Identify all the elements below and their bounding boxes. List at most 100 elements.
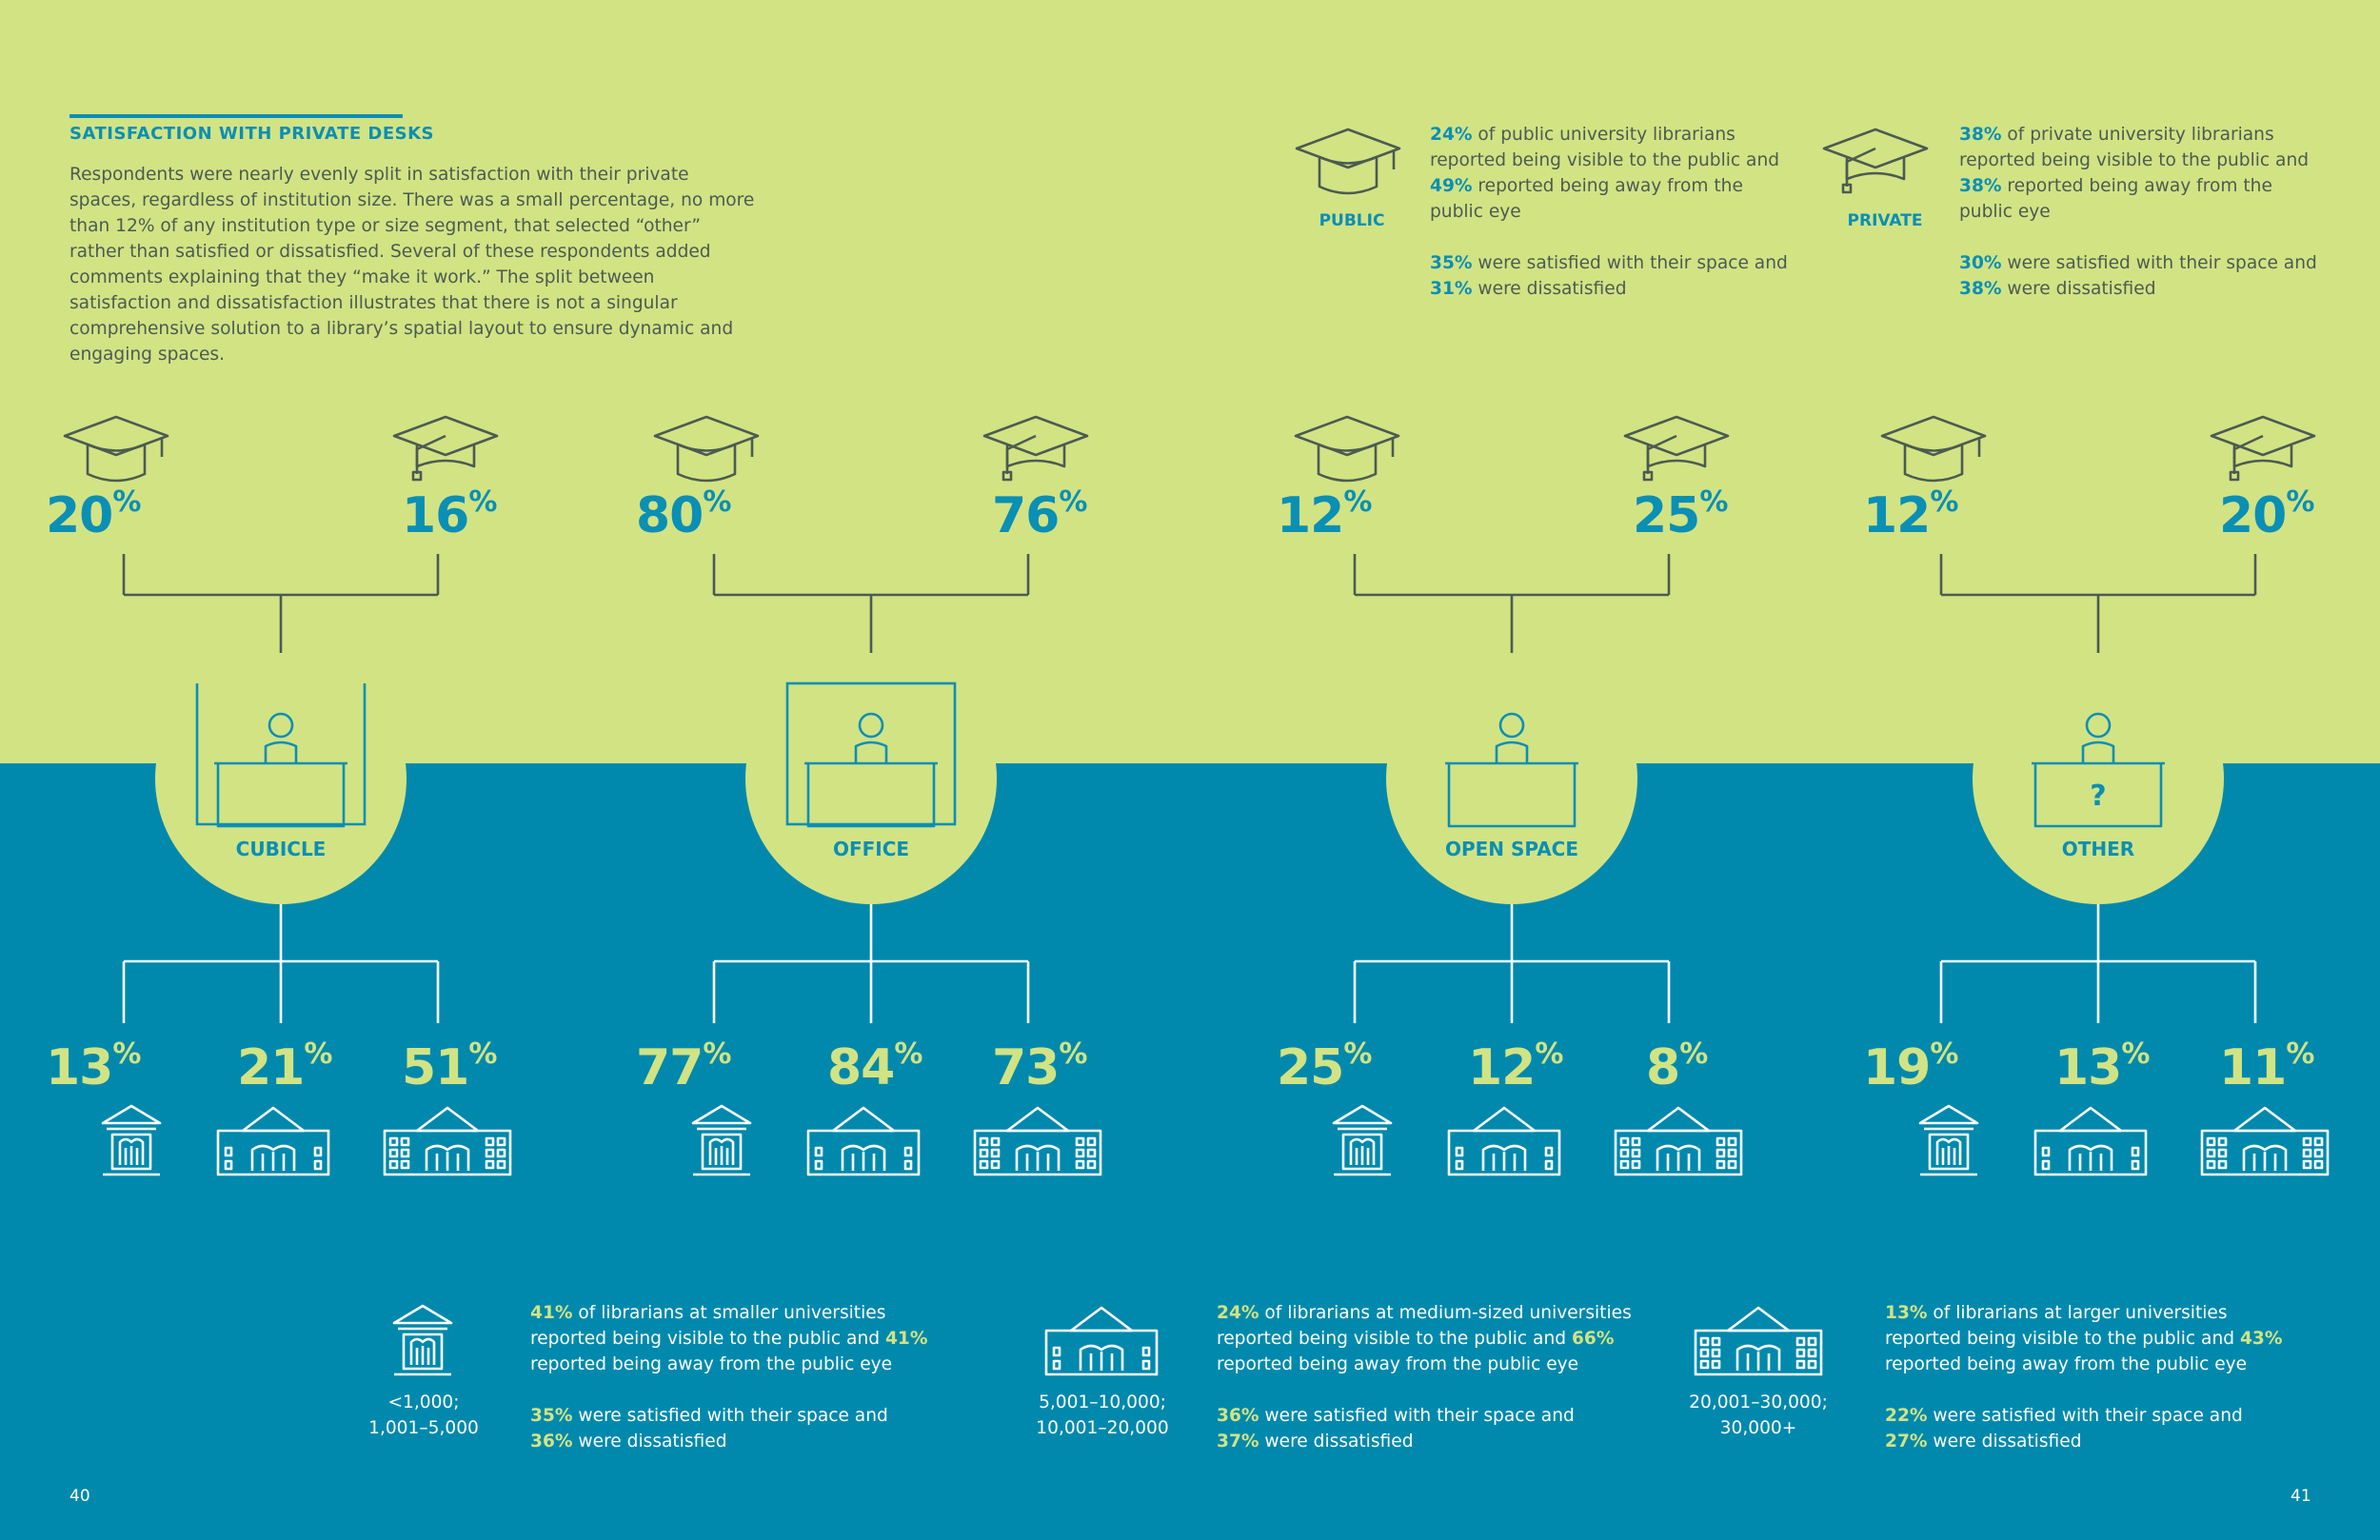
other-small-building-icon	[1918, 1104, 1979, 1176]
office-small-pct: 77%	[636, 1037, 731, 1096]
other-medium-pct: 13%	[2054, 1037, 2150, 1096]
open-space-small-building-icon	[1332, 1104, 1393, 1176]
office-large-pct-percent-sign: %	[1059, 1037, 1087, 1071]
large-size-range: 20,001–30,000; 30,000+	[1689, 1392, 1828, 1438]
page-number-right: 41	[2291, 1487, 2311, 1506]
cubicle-private-pct-percent-sign: %	[468, 485, 497, 519]
open-space-badge	[1386, 653, 1637, 904]
other-medium-pct-percent-sign: %	[2121, 1037, 2150, 1071]
cubicle-large-building-icon	[383, 1106, 512, 1176]
other-private-pct-value: 20	[2219, 487, 2287, 544]
medium-size-summary: 24% of librarians at medium-sized univer…	[1217, 1303, 1632, 1451]
cubicle-small-pct: 13%	[46, 1037, 141, 1096]
office-private-pct-percent-sign: %	[1059, 485, 1087, 519]
open-space-public-pct: 12%	[1277, 485, 1372, 544]
top-panel	[0, 0, 2380, 763]
other-badge	[1973, 653, 2224, 904]
office-medium-pct-value: 84	[827, 1039, 895, 1096]
open-space-public-pct-value: 12	[1277, 487, 1344, 544]
office-small-building-icon	[691, 1104, 752, 1176]
open-space-small-pct: 25%	[1277, 1037, 1372, 1096]
other-private-pct: 20%	[2219, 485, 2314, 544]
office-public-cap-icon	[653, 415, 760, 483]
office-label: OFFICE	[832, 838, 910, 860]
other-small-pct-value: 19	[1863, 1039, 1931, 1096]
office-large-pct: 73%	[992, 1037, 1087, 1096]
office-private-cap-icon	[982, 415, 1089, 482]
other-private-pct-percent-sign: %	[2286, 485, 2314, 519]
cubicle-public-cap-icon	[63, 415, 169, 483]
open-space-small-pct-value: 25	[1277, 1039, 1344, 1096]
public-summary: 24% of public university librarians repo…	[1430, 125, 1788, 299]
cubicle-medium-pct: 21%	[237, 1037, 332, 1096]
office-small-pct-value: 77	[636, 1039, 704, 1096]
open-space-private-pct-percent-sign: %	[1699, 485, 1728, 519]
cubicle-medium-pct-percent-sign: %	[304, 1037, 332, 1071]
office-public-pct-percent-sign: %	[703, 485, 731, 519]
cubicle-small-building-icon	[101, 1104, 162, 1176]
other-large-pct-value: 11	[2219, 1039, 2287, 1096]
open-space-medium-building-icon	[1447, 1106, 1561, 1176]
private-summary: 38% of private university librarians rep…	[1959, 125, 2317, 299]
other-public-cap-icon	[1880, 415, 1987, 483]
intro-title: SATISFACTION WITH PRIVATE DESKS	[69, 124, 435, 144]
office-medium-pct: 84%	[827, 1037, 922, 1096]
cubicle-large-pct: 51%	[402, 1037, 497, 1096]
other-medium-building-icon	[2033, 1106, 2148, 1176]
cubicle-large-pct-percent-sign: %	[468, 1037, 497, 1071]
cubicle-label: CUBICLE	[235, 838, 327, 860]
other-public-pct-value: 12	[1863, 487, 1931, 544]
cubicle-public-pct: 20%	[46, 485, 141, 544]
other-small-pct-percent-sign: %	[1930, 1037, 1958, 1071]
cubicle-small-pct-value: 13	[46, 1039, 113, 1096]
office-small-pct-percent-sign: %	[703, 1037, 731, 1071]
open-space-medium-pct-value: 12	[1468, 1039, 1536, 1096]
cubicle-badge	[155, 653, 407, 904]
cubicle-cubicle-walls	[195, 683, 367, 826]
other-public-pct-percent-sign: %	[1930, 485, 1958, 519]
other-label: OTHER	[2061, 838, 2135, 860]
office-private-pct-value: 76	[992, 487, 1060, 544]
open-space-private-pct: 25%	[1633, 485, 1728, 544]
open-space-private-pct-value: 25	[1633, 487, 1700, 544]
office-medium-building-icon	[806, 1106, 921, 1176]
public-summary-cap-icon	[1295, 128, 1401, 195]
office-large-pct-value: 73	[992, 1039, 1060, 1096]
small-size-summary: 41% of librarians at smaller universitie…	[530, 1303, 928, 1451]
other-large-building-icon	[2200, 1106, 2330, 1176]
office-medium-pct-percent-sign: %	[894, 1037, 922, 1071]
intro-body: Respondents were nearly evenly split in …	[69, 165, 755, 365]
cubicle-small-pct-percent-sign: %	[112, 1037, 141, 1071]
cubicle-medium-building-icon	[216, 1106, 330, 1176]
small-size-range: <1,000; 1,001–5,000	[368, 1392, 479, 1438]
office-public-pct-value: 80	[636, 487, 704, 544]
other-large-pct: 11%	[2219, 1037, 2314, 1096]
medium-building-icon	[1044, 1306, 1159, 1376]
open-space-small-pct-percent-sign: %	[1343, 1037, 1372, 1071]
public-caption: PUBLIC	[1319, 211, 1385, 230]
cubicle-public-pct-percent-sign: %	[112, 485, 141, 519]
office-public-pct: 80%	[636, 485, 731, 544]
other-medium-pct-value: 13	[2054, 1039, 2122, 1096]
open-space-label: OPEN SPACE	[1444, 838, 1579, 860]
page-number-left: 40	[69, 1487, 90, 1506]
open-space-medium-pct: 12%	[1468, 1037, 1563, 1096]
office-private-pct: 76%	[992, 485, 1087, 544]
cubicle-public-pct-value: 20	[46, 487, 113, 544]
cubicle-large-pct-value: 51	[402, 1039, 469, 1096]
large-building-icon	[1694, 1306, 1823, 1376]
other-small-pct: 19%	[1863, 1037, 1958, 1096]
private-summary-cap-icon	[1822, 128, 1929, 194]
office-badge	[745, 653, 997, 904]
other-public-pct: 12%	[1863, 485, 1958, 544]
cubicle-private-pct-value: 16	[402, 487, 469, 544]
open-space-medium-pct-percent-sign: %	[1535, 1037, 1563, 1071]
private-caption: PRIVATE	[1847, 211, 1923, 230]
small-building-icon	[392, 1304, 453, 1376]
open-space-private-cap-icon	[1623, 415, 1730, 482]
other-large-pct-percent-sign: %	[2286, 1037, 2314, 1071]
intro-rule	[69, 114, 403, 118]
office-office-walls	[785, 681, 957, 826]
open-space-large-pct-value: 8	[1646, 1039, 1680, 1096]
